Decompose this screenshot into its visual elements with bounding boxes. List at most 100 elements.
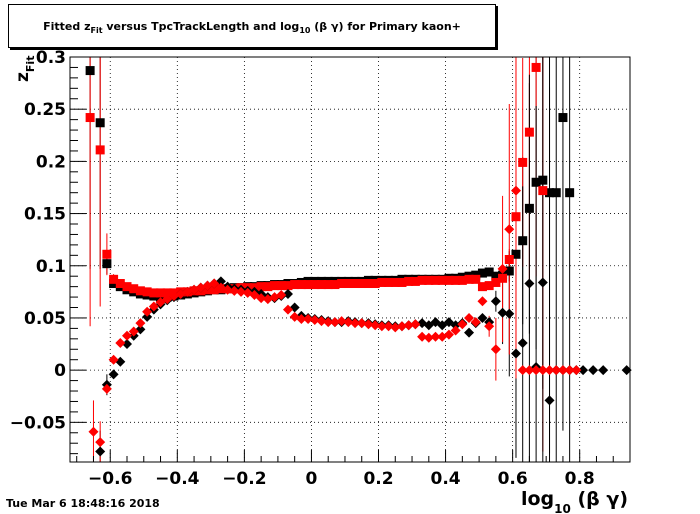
square-marker [390,277,400,287]
y-axis-label: zFit [13,56,37,82]
x-axis-label-sub: 10 [554,502,571,514]
diamond-marker [517,365,528,376]
diamond-marker [403,320,414,331]
diamond-marker [249,289,260,300]
square-marker [565,188,575,198]
square-marker [437,275,447,285]
square-marker [444,275,454,285]
square-marker [551,188,561,198]
diamond-marker [497,307,508,318]
x-tick-label: 0.6 [498,469,528,489]
square-marker [491,271,501,281]
diamond-marker [588,365,599,376]
square-marker [477,268,487,278]
y-axis-label-main: z [13,72,33,82]
diamond-marker [309,315,320,326]
title-part-1: Fitted z [43,20,91,33]
diamond-marker [524,365,535,376]
diamond-marker [544,365,555,376]
square-marker [337,279,347,289]
square-marker [538,186,548,196]
diamond-marker [303,313,314,324]
y-tick-label: 0.3 [36,48,66,68]
square-marker [531,177,541,187]
diamond-marker [135,318,146,329]
x-tick-label: 0 [306,469,318,489]
diamond-marker [363,319,374,330]
square-marker [471,274,481,284]
diamond-marker [544,395,555,406]
square-marker [85,66,95,76]
square-marker [95,118,105,128]
diamond-marker [148,301,159,312]
diamond-marker [578,365,589,376]
square-marker [484,281,494,291]
square-marker [102,259,112,269]
x-tick-label: −0.2 [222,469,266,489]
diamond-marker [430,331,441,342]
square-marker [270,281,280,291]
square-marker [316,280,326,290]
square-marker [451,275,461,285]
diamond-marker [517,338,528,349]
diamond-marker [282,288,293,299]
x-axis-label-rest: (β γ) [571,488,628,510]
diamond-marker [564,365,575,376]
square-marker [511,249,521,259]
square-marker [283,281,293,291]
diamond-marker [537,277,548,288]
diamond-marker [323,317,334,328]
square-marker [524,127,534,137]
diamond-marker [101,383,112,394]
diamond-marker [222,284,233,295]
diamond-marker [510,185,521,196]
square-marker [95,145,105,155]
square-marker [384,277,394,287]
y-tick-label: 0.05 [24,309,66,329]
diamond-marker [336,316,347,327]
diamond-marker [470,317,481,328]
square-marker [256,282,266,292]
x-tick-label: 0.2 [363,469,393,489]
diamond-marker [122,330,133,341]
square-marker [276,281,286,291]
diamond-marker [531,365,542,376]
square-marker [518,157,528,167]
square-marker [491,277,501,287]
tick-labels: −0.6 −0.4 −0.2 0 0.2 0.4 0.6 0.8 −0.05 0 0.05 0.1 0.… [10,48,595,489]
title-part-2: versus TpcTrackLength and log [102,20,300,33]
x-axis-label-main: log [521,488,554,510]
square-marker [330,280,340,290]
square-marker [343,279,353,289]
diamond-marker [296,313,307,324]
diamond-marker [350,318,361,329]
diamond-marker [142,311,153,322]
square-marker [410,276,420,286]
y-tick-label: 0.15 [24,205,66,225]
square-marker [135,286,145,296]
diamond-marker [464,327,475,338]
title-sub-1: Fit [90,26,103,36]
square-marker [545,188,555,198]
diamond-marker [464,312,475,323]
y-tick-label: −0.05 [10,413,66,433]
y-axis-label-sub: Fit [24,56,37,73]
square-marker [538,175,548,185]
diamond-marker [477,296,488,307]
title-box: Fitted zFit versus TpcTrackLength and lo… [8,4,496,48]
square-marker [504,255,514,264]
square-marker [310,280,320,290]
square-marker [149,288,159,298]
diamond-marker [329,317,340,328]
diamond-marker [383,321,394,332]
diamond-marker [490,296,501,307]
square-marker [558,113,568,123]
diamond-marker [504,308,515,319]
square-marker [417,275,427,285]
axis-ticks [70,56,631,462]
square-marker [296,280,306,290]
diamond-marker [209,278,220,289]
square-marker [524,203,534,213]
diamond-marker [108,369,119,380]
